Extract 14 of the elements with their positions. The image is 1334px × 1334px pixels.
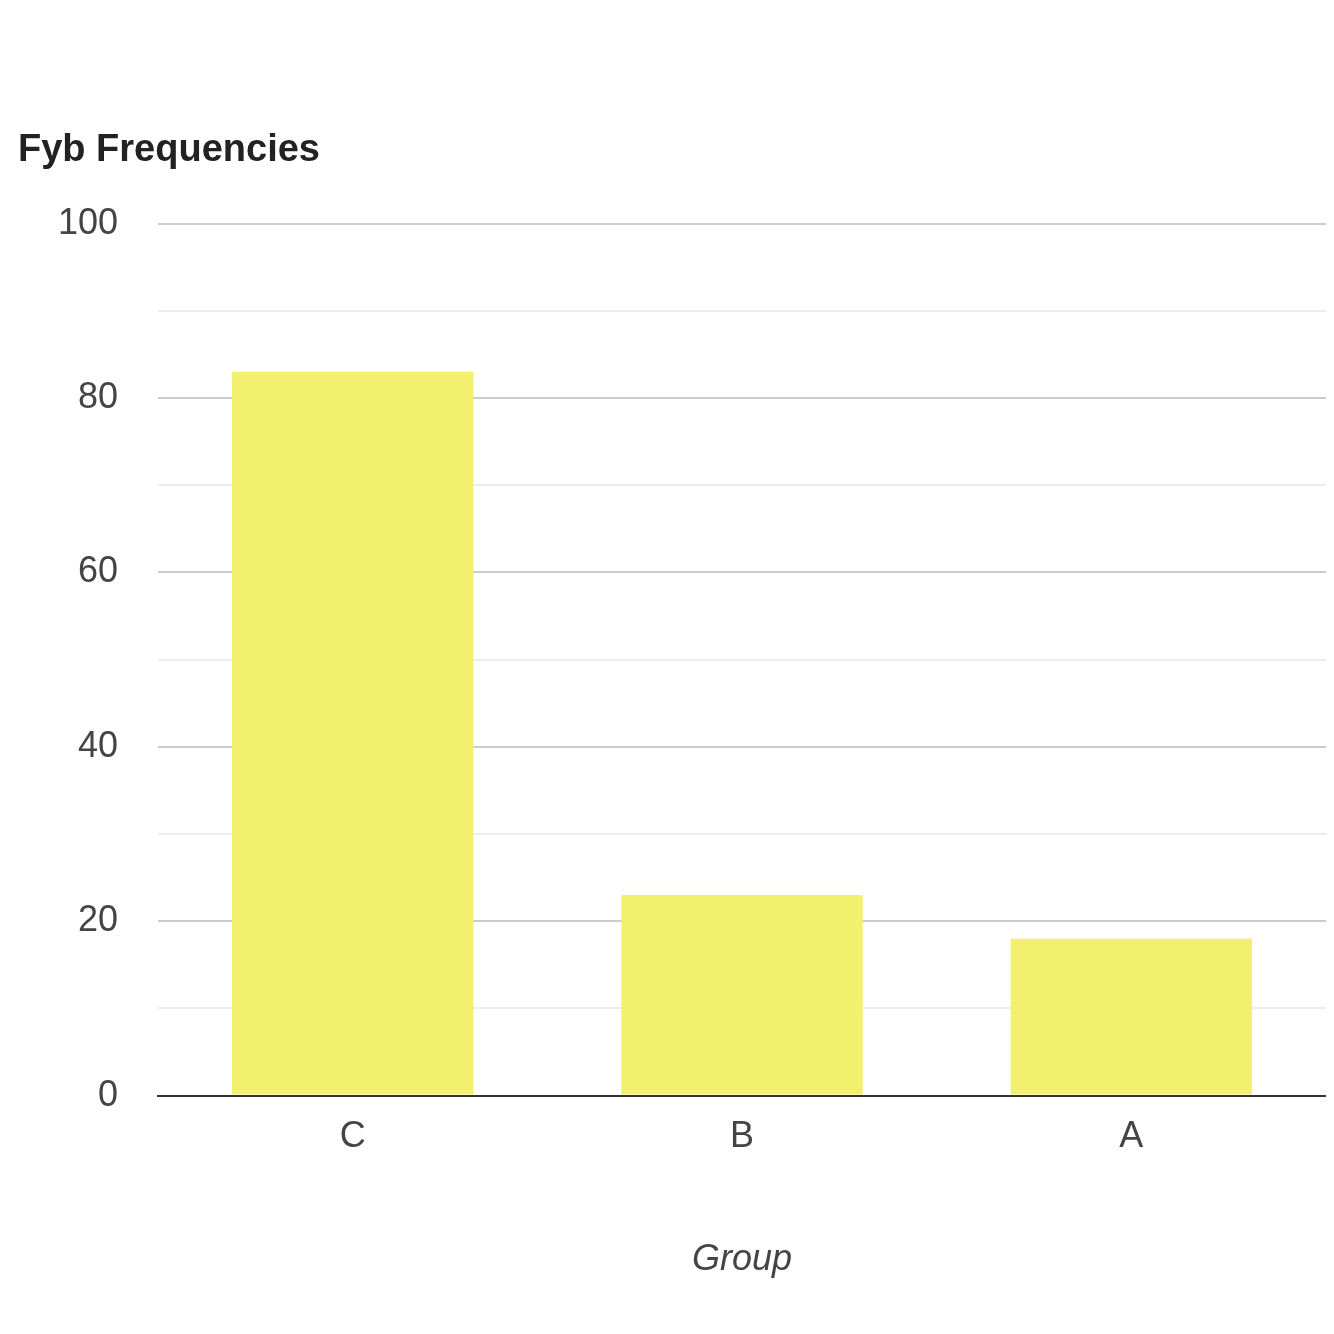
x-axis-title: Group bbox=[692, 1237, 793, 1279]
y-tick-label: 40 bbox=[78, 723, 119, 765]
chart-title: Fyb Frequencies bbox=[18, 127, 320, 170]
x-tick-label: B bbox=[730, 1114, 755, 1156]
y-tick-label: 60 bbox=[78, 549, 119, 591]
x-tick-label: C bbox=[339, 1114, 366, 1156]
bar bbox=[1010, 938, 1253, 1095]
y-tick-label: 100 bbox=[57, 200, 119, 242]
bar bbox=[621, 895, 863, 1095]
y-tick-label: 80 bbox=[78, 374, 119, 416]
y-tick-label: 20 bbox=[78, 898, 119, 940]
y-tick-label: 0 bbox=[98, 1072, 119, 1114]
x-tick-label: A bbox=[1119, 1114, 1144, 1156]
bar bbox=[232, 371, 474, 1095]
